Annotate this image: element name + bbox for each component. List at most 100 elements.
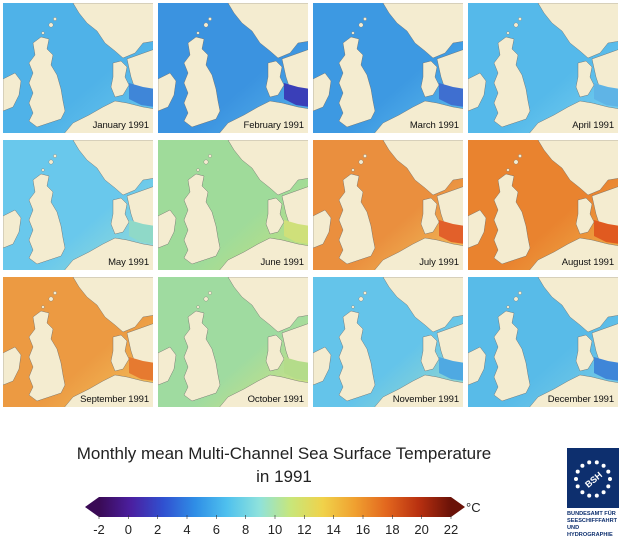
panel-month-label: March 1991 xyxy=(409,120,459,131)
continental-europe xyxy=(374,100,463,133)
ireland xyxy=(468,209,487,249)
norway-landmass xyxy=(227,277,308,333)
map-panel: July 1991 xyxy=(312,139,464,271)
baltic-sea xyxy=(284,83,308,107)
title-line-1: Monthly mean Multi-Channel Sea Surface T… xyxy=(76,444,492,463)
panel-month-label: January 1991 xyxy=(92,120,149,131)
great-britain xyxy=(183,173,221,265)
baltic-sea xyxy=(439,83,463,107)
panel-month-label: May 1991 xyxy=(108,257,149,268)
map-panel: May 1991 xyxy=(2,139,154,271)
denmark-landmass xyxy=(420,334,440,372)
norway-landmass xyxy=(537,277,618,333)
panel-month-label: December 1991 xyxy=(547,394,614,405)
bsh-logo: BSH BUNDESAMT FÜR SEESCHIFFFAHRT UND HYDROG… xyxy=(567,448,619,548)
colorbar-tick-label: 6 xyxy=(212,522,220,537)
denmark-landmass xyxy=(420,197,440,235)
denmark-landmass xyxy=(575,60,595,98)
denmark-landmass xyxy=(420,60,440,98)
figure-title: Monthly mean Multi-Channel Sea Surface T… xyxy=(20,442,548,488)
continental-europe xyxy=(219,100,308,133)
bsh-emblem-text: BSH xyxy=(583,470,604,490)
ireland xyxy=(3,346,22,386)
continental-europe xyxy=(529,100,618,133)
baltic-sea xyxy=(439,220,463,244)
colorbar-tick-label: 14 xyxy=(326,522,341,537)
ireland xyxy=(3,209,22,249)
colorbar-tick-label: 22 xyxy=(443,522,459,537)
baltic-sea xyxy=(284,220,308,244)
continental-europe xyxy=(529,374,618,407)
great-britain xyxy=(28,173,66,265)
panel-month-label: February 1991 xyxy=(243,120,305,131)
colorbar-tick-label: 4 xyxy=(183,522,191,537)
map-panel: October 1991 xyxy=(157,276,309,408)
bsh-name-line: HYDROGRAPHIE xyxy=(567,532,613,538)
norway-landmass xyxy=(72,140,153,196)
denmark-landmass xyxy=(265,334,285,372)
great-britain xyxy=(28,36,66,128)
baltic-sea xyxy=(594,83,618,107)
colorbar-tick-labels: -2 0 2 4 6 8 10 12 14 16 18 20 22 xyxy=(0,522,622,540)
map-panel: January 1991 xyxy=(2,2,154,134)
great-britain xyxy=(28,310,66,402)
panel-month-label: July 1991 xyxy=(419,257,459,268)
continental-europe xyxy=(219,237,308,270)
denmark-landmass xyxy=(575,334,595,372)
ireland xyxy=(158,346,177,386)
denmark-landmass xyxy=(265,60,285,98)
bsh-emblem: BSH xyxy=(567,448,619,508)
colorbar-tick-label: 20 xyxy=(414,522,429,537)
norway-landmass xyxy=(382,140,463,196)
sst-map-grid: January 1991 February 1991 March 1991 April… xyxy=(2,2,619,408)
continental-europe xyxy=(64,374,153,407)
denmark-landmass xyxy=(265,197,285,235)
great-britain xyxy=(493,173,531,265)
baltic-sea xyxy=(129,220,153,244)
colorbar-gradient xyxy=(99,497,451,517)
map-panel: August 1991 xyxy=(467,139,619,271)
title-line-2: in 1991 xyxy=(256,467,312,486)
map-panel: February 1991 xyxy=(157,2,309,134)
temperature-colorbar xyxy=(85,497,465,519)
baltic-sea xyxy=(594,357,618,381)
great-britain xyxy=(338,173,376,265)
baltic-sea xyxy=(284,357,308,381)
continental-europe xyxy=(64,100,153,133)
panel-month-label: September 1991 xyxy=(80,394,149,405)
norway-landmass xyxy=(227,140,308,196)
continental-europe xyxy=(219,374,308,407)
great-britain xyxy=(493,36,531,128)
great-britain xyxy=(183,36,221,128)
ireland xyxy=(158,72,177,112)
denmark-landmass xyxy=(110,334,130,372)
panel-month-label: October 1991 xyxy=(247,394,304,405)
norway-landmass xyxy=(537,140,618,196)
great-britain xyxy=(493,310,531,402)
colorbar-tick-label: 16 xyxy=(355,522,371,537)
ireland xyxy=(313,209,332,249)
map-panel: September 1991 xyxy=(2,276,154,408)
continental-europe xyxy=(529,237,618,270)
map-panel: June 1991 xyxy=(157,139,309,271)
ireland xyxy=(158,209,177,249)
colorbar-tick-label: 8 xyxy=(242,522,250,537)
colorbar-tick-label: -2 xyxy=(93,522,105,537)
baltic-sea xyxy=(439,357,463,381)
ireland xyxy=(468,346,487,386)
ireland xyxy=(313,346,332,386)
ireland xyxy=(468,72,487,112)
colorbar-tick-label: 18 xyxy=(385,522,400,537)
bsh-name: BUNDESAMT FÜR SEESCHIFFFAHRT UND HYDROGRAPH… xyxy=(567,511,622,539)
great-britain xyxy=(183,310,221,402)
colorbar-tick-label: 10 xyxy=(267,522,283,537)
continental-europe xyxy=(64,237,153,270)
unit-label: °C xyxy=(466,500,481,515)
norway-landmass xyxy=(382,277,463,333)
norway-landmass xyxy=(227,3,308,59)
panel-month-label: November 1991 xyxy=(392,394,459,405)
panel-month-label: April 1991 xyxy=(572,120,614,131)
ireland xyxy=(313,72,332,112)
colorbar-underflow-arrow xyxy=(85,497,99,517)
colorbar-overflow-arrow xyxy=(451,497,465,517)
